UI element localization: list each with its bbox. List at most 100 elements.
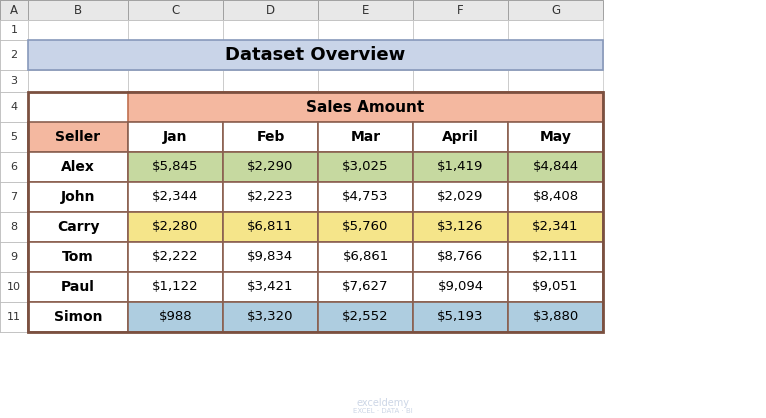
Bar [223,20,318,40]
Bar [28,40,603,70]
Bar [128,302,223,332]
Bar [318,92,413,122]
Bar [28,272,128,302]
Bar [0,242,28,272]
Bar [508,272,603,302]
Bar [223,182,318,212]
Bar [0,152,28,182]
Bar [508,212,603,242]
Bar [128,272,223,302]
Bar [223,302,318,332]
Bar [28,152,128,182]
Text: 3: 3 [11,76,18,86]
Bar [28,40,128,70]
Bar [0,92,28,122]
Text: $2,222: $2,222 [152,250,199,263]
Bar [318,152,413,182]
Bar [28,0,128,20]
Text: exceldemy: exceldemy [356,398,410,408]
Bar [28,122,128,152]
Bar [128,212,223,242]
Bar [318,122,413,152]
Bar [28,242,128,272]
Bar [128,152,223,182]
Text: $2,223: $2,223 [247,191,294,204]
Text: EXCEL · DATA · BI: EXCEL · DATA · BI [353,408,413,414]
Bar [413,20,508,40]
Bar [508,122,603,152]
Text: $9,051: $9,051 [532,280,578,293]
Bar [508,152,603,182]
Text: E: E [362,3,369,16]
Text: 9: 9 [11,252,18,262]
Bar [413,92,508,122]
Bar [0,182,28,212]
Text: April: April [442,130,479,144]
Bar [318,0,413,20]
Bar [0,242,28,272]
Bar [318,242,413,272]
Bar [128,70,223,92]
Text: Alex: Alex [61,160,95,174]
Bar [318,212,413,242]
Bar [0,70,28,92]
Text: B: B [74,3,82,16]
Text: $2,280: $2,280 [152,221,198,234]
Bar [318,212,413,242]
Bar [128,212,223,242]
Text: $9,834: $9,834 [247,250,293,263]
Bar [128,182,223,212]
Text: Dataset Overview: Dataset Overview [225,46,406,64]
Text: $2,111: $2,111 [532,250,579,263]
Bar [318,272,413,302]
Text: $988: $988 [159,311,192,324]
Text: $8,766: $8,766 [437,250,483,263]
Text: $1,122: $1,122 [152,280,199,293]
Bar [128,122,223,152]
Bar [413,302,508,332]
Bar [0,122,28,152]
Text: $2,552: $2,552 [342,311,389,324]
Bar [508,272,603,302]
Bar [508,40,603,70]
Text: John: John [61,190,95,204]
Bar [318,182,413,212]
Bar [0,20,28,40]
Bar [128,122,223,152]
Text: A: A [10,3,18,16]
Bar [128,242,223,272]
Text: Simon: Simon [54,310,102,324]
Bar [413,0,508,20]
Bar [413,152,508,182]
Bar [128,0,223,20]
Bar [508,212,603,242]
Text: Mar: Mar [350,130,381,144]
Text: $5,193: $5,193 [437,311,484,324]
Bar [28,92,128,122]
Bar [223,272,318,302]
Bar [413,272,508,302]
Text: $4,753: $4,753 [342,191,389,204]
Bar [223,0,318,20]
Text: G: G [551,3,560,16]
Bar [0,0,28,20]
Bar [223,242,318,272]
Bar [28,122,128,152]
Bar [0,40,28,70]
Bar [508,302,603,332]
Bar [318,152,413,182]
Bar [508,302,603,332]
Bar [318,20,413,40]
Text: May: May [539,130,571,144]
Text: 2: 2 [11,50,18,60]
Bar [413,182,508,212]
Bar [413,212,508,242]
Text: $8,408: $8,408 [532,191,578,204]
Text: F: F [457,3,463,16]
Bar [508,152,603,182]
Bar [28,212,128,242]
Text: 1: 1 [11,25,18,35]
Bar [28,242,128,272]
Text: 7: 7 [11,192,18,202]
Bar [413,122,508,152]
